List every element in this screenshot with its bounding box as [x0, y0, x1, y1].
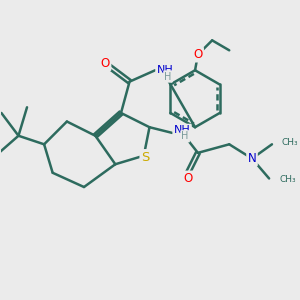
Text: CH₃: CH₃ [279, 176, 296, 184]
Text: NH: NH [157, 65, 173, 75]
Text: CH₃: CH₃ [282, 138, 298, 147]
Text: O: O [101, 57, 110, 70]
Text: H: H [182, 131, 189, 141]
Text: O: O [183, 172, 193, 185]
Text: O: O [193, 48, 203, 61]
Text: S: S [141, 151, 149, 164]
Text: N: N [248, 152, 256, 165]
Text: H: H [164, 71, 172, 82]
Text: NH: NH [174, 125, 190, 135]
